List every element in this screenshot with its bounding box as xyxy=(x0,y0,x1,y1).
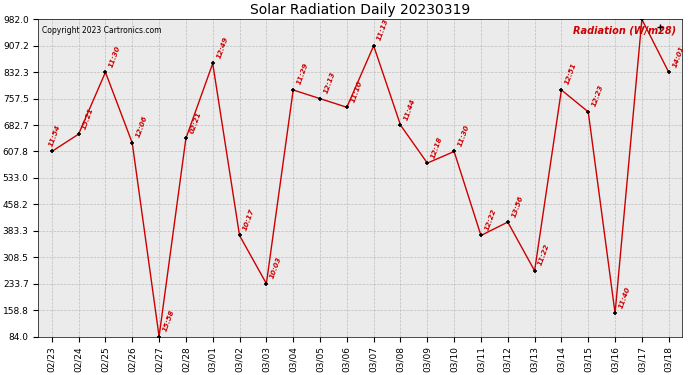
Point xyxy=(207,60,218,66)
Point xyxy=(180,135,191,141)
Point xyxy=(288,87,299,93)
Text: 10:03: 10:03 xyxy=(269,256,283,279)
Title: Solar Radiation Daily 20230319: Solar Radiation Daily 20230319 xyxy=(250,3,471,17)
Text: 15:58: 15:58 xyxy=(162,309,175,332)
Point xyxy=(475,232,486,238)
Text: 12:23: 12:23 xyxy=(591,84,604,108)
Text: 11:13: 11:13 xyxy=(377,18,390,42)
Text: 12:18: 12:18 xyxy=(430,135,444,159)
Point xyxy=(448,148,460,154)
Text: 11:10: 11:10 xyxy=(350,80,363,103)
Text: 11:22: 11:22 xyxy=(538,243,551,267)
Text: 14:01: 14:01 xyxy=(671,45,685,68)
Point xyxy=(261,280,272,286)
Point xyxy=(73,131,84,137)
Point xyxy=(315,96,326,102)
Text: Radiation (W/m28): Radiation (W/m28) xyxy=(573,26,676,36)
Text: 12:13: 12:13 xyxy=(323,71,336,94)
Text: Copyright 2023 Cartronics.com: Copyright 2023 Cartronics.com xyxy=(41,26,161,34)
Point xyxy=(529,268,540,274)
Point xyxy=(100,69,111,75)
Point xyxy=(46,148,57,154)
Point xyxy=(127,140,138,146)
Point xyxy=(395,122,406,128)
Text: 12:06: 12:06 xyxy=(135,115,148,139)
Text: 11:40: 11:40 xyxy=(618,285,631,309)
Point xyxy=(154,333,165,339)
Text: 12:51: 12:51 xyxy=(564,62,578,86)
Text: 13:56: 13:56 xyxy=(511,194,524,218)
Text: 12:49: 12:49 xyxy=(215,36,229,59)
Text: 11:54: 11:54 xyxy=(48,124,61,147)
Text: 15:21: 15:21 xyxy=(81,106,95,130)
Text: 11:29: 11:29 xyxy=(296,62,309,86)
Point xyxy=(583,109,594,115)
Text: 02:21: 02:21 xyxy=(188,111,202,134)
Text: 12:22: 12:22 xyxy=(484,208,497,231)
Point xyxy=(422,160,433,166)
Text: 11:30: 11:30 xyxy=(457,124,471,147)
Text: 11:44: 11:44 xyxy=(403,98,417,121)
Point xyxy=(609,310,620,316)
Point xyxy=(234,232,245,238)
Point xyxy=(556,87,567,93)
Text: 10:17: 10:17 xyxy=(242,208,256,231)
Text: 11:30: 11:30 xyxy=(108,45,121,68)
Point xyxy=(342,104,353,110)
Point xyxy=(502,219,513,225)
Point xyxy=(368,43,380,49)
Point xyxy=(663,69,674,75)
Point xyxy=(636,16,647,22)
